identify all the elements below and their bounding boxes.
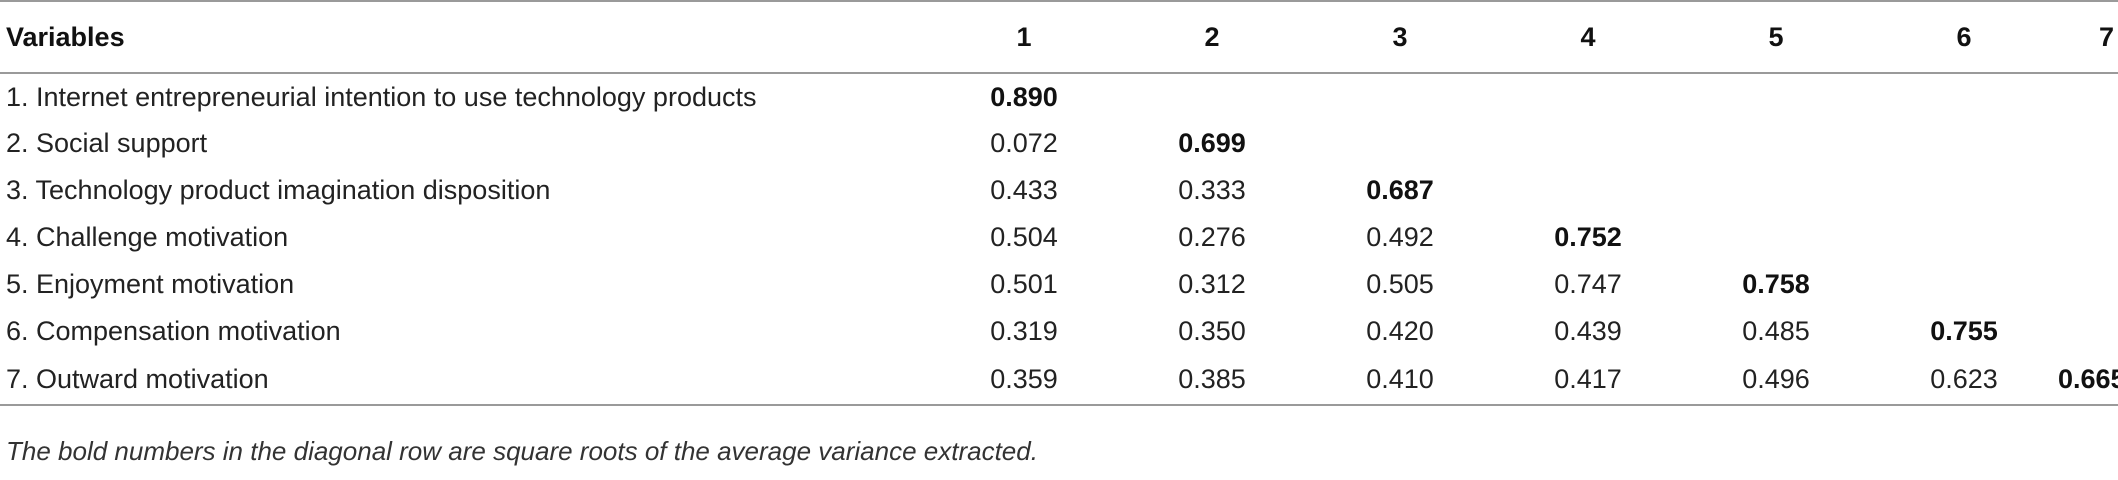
header-col-3: 3 (1306, 0, 1494, 74)
table-cell (1306, 73, 1494, 120)
table-row: 5. Enjoyment motivation 0.501 0.312 0.505 0.… (0, 261, 2118, 308)
diagonal-cell: 0.687 (1366, 175, 1434, 205)
diagonal-cell: 0.758 (1742, 269, 1810, 299)
table-cell: 0.505 (1366, 269, 1434, 299)
table-cell: 0.410 (1306, 355, 1494, 406)
header-col-5: 5 (1682, 0, 1870, 74)
table-cell (2058, 167, 2118, 214)
header-col-6: 6 (1870, 0, 2058, 74)
table-cell (1870, 167, 2058, 214)
table-cell (1118, 73, 1306, 120)
table-row: 7. Outward motivation 0.359 0.385 0.410 0.41… (0, 355, 2118, 406)
table-cell: 0.385 (1118, 355, 1306, 406)
row-label: 3. Technology product imagination dispos… (6, 175, 551, 205)
table-cell (1870, 73, 2058, 120)
header-col-1: 1 (930, 0, 1118, 74)
row-label: 1. Internet entrepreneurial intention to… (6, 81, 757, 112)
table-cell: 0.417 (1494, 355, 1682, 406)
table-cell (2058, 73, 2118, 120)
table-cell: 0.439 (1554, 316, 1622, 346)
table-cell (1494, 73, 1682, 120)
table-cell: 0.312 (1178, 269, 1246, 299)
table-row: 6. Compensation motivation 0.319 0.350 0.42… (0, 308, 2118, 355)
table-cell (1870, 214, 2058, 261)
discriminant-validity-table: Variables 1 2 3 4 5 6 7 1. Internet entr… (0, 0, 2118, 406)
header-col-7: 7 (2058, 0, 2118, 74)
table-cell: 0.072 (990, 128, 1058, 158)
diagonal-cell: 0.752 (1554, 222, 1622, 252)
table-cell: 0.504 (990, 222, 1058, 252)
row-label: 4. Challenge motivation (6, 222, 289, 252)
header-col-4: 4 (1494, 0, 1682, 74)
table-cell (2058, 261, 2118, 308)
row-label: 7. Outward motivation (0, 355, 930, 406)
table-cell: 0.496 (1682, 355, 1870, 406)
header-col-2: 2 (1118, 0, 1306, 74)
table-cell: 0.501 (990, 269, 1058, 299)
table-cell: 0.350 (1178, 316, 1246, 346)
table-body: 1. Internet entrepreneurial intention to… (0, 73, 2118, 406)
table-row: 4. Challenge motivation 0.504 0.276 0.492 0.… (0, 214, 2118, 261)
table-cell (2058, 120, 2118, 167)
table-cell: 0.747 (1554, 269, 1622, 299)
diagonal-cell: 0.890 (990, 81, 1058, 112)
table-footnote: The bold numbers in the diagonal row are… (6, 436, 1038, 466)
diagonal-cell: 0.699 (1178, 128, 1246, 158)
table-cell: 0.319 (990, 316, 1058, 346)
row-label: 5. Enjoyment motivation (6, 269, 295, 299)
table-cell (1870, 120, 2058, 167)
correlation-table-container: Variables 1 2 3 4 5 6 7 1. Internet entr… (0, 0, 2118, 466)
table-cell: 0.276 (1178, 222, 1246, 252)
header-variables: Variables (0, 0, 930, 74)
table-cell (1682, 214, 1870, 261)
table-cell: 0.420 (1366, 316, 1434, 346)
table-cell (1870, 261, 2058, 308)
table-cell: 0.333 (1178, 175, 1246, 205)
table-cell: 0.492 (1366, 222, 1434, 252)
diagonal-cell: 0.665 (2058, 355, 2118, 406)
table-cell: 0.433 (990, 175, 1058, 205)
table-cell (1494, 167, 1682, 214)
table-cell: 0.623 (1870, 355, 2058, 406)
table-cell (1306, 120, 1494, 167)
row-label: 2. Social support (6, 128, 208, 158)
table-cell: 0.359 (930, 355, 1118, 406)
row-label: 6. Compensation motivation (6, 316, 341, 346)
table-cell (2058, 308, 2118, 355)
table-cell (1494, 120, 1682, 167)
header-row: Variables 1 2 3 4 5 6 7 (0, 0, 2118, 74)
table-cell (1682, 120, 1870, 167)
table-cell (1682, 73, 1870, 120)
table-cell (2058, 214, 2118, 261)
table-row: 1. Internet entrepreneurial intention to… (0, 73, 2118, 120)
diagonal-cell: 0.755 (1930, 316, 1998, 346)
table-cell: 0.485 (1742, 316, 1810, 346)
table-row: 2. Social support 0.072 0.699 (0, 120, 2118, 167)
table-cell (1682, 167, 1870, 214)
table-row: 3. Technology product imagination dispos… (0, 167, 2118, 214)
